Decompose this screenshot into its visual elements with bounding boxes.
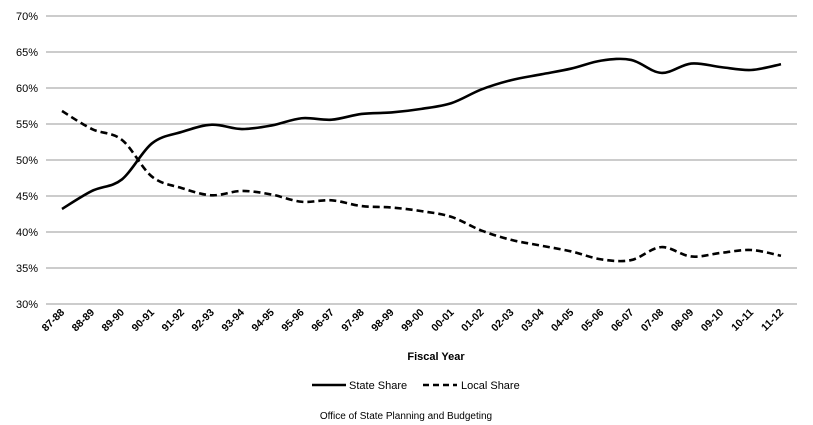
x-tick-label: 94-95	[249, 307, 277, 335]
y-tick-label: 55%	[16, 119, 38, 131]
x-tick-label: 87-88	[40, 307, 68, 335]
x-tick-label: 92-93	[189, 307, 217, 335]
legend-label-state: State Share	[349, 380, 407, 392]
y-tick-label: 70%	[16, 11, 38, 23]
x-tick-label: 04-05	[549, 307, 577, 335]
y-tick-label: 60%	[16, 83, 38, 95]
x-tick-label: 07-08	[639, 307, 667, 335]
y-tick-label: 45%	[16, 191, 38, 203]
x-tick-label: 02-03	[489, 307, 517, 335]
x-tick-label: 00-01	[429, 307, 457, 335]
x-tick-label: 99-00	[399, 307, 427, 335]
x-tick-label: 88-89	[70, 307, 98, 335]
y-tick-label: 35%	[16, 263, 38, 275]
legend: State Share Local Share	[312, 380, 520, 392]
x-tick-label: 01-02	[459, 307, 487, 335]
x-tick-label: 03-04	[519, 307, 547, 335]
x-tick-label: 95-96	[279, 307, 307, 335]
y-tick-label: 40%	[16, 227, 38, 239]
x-tick-label: 06-07	[609, 307, 637, 335]
gridlines	[46, 15, 797, 305]
legend-label-local: Local Share	[461, 380, 520, 392]
x-tick-label: 10-11	[729, 307, 756, 334]
x-tick-label: 91-92	[159, 307, 187, 335]
x-tick-label: 11-12	[759, 307, 786, 334]
x-tick-label: 05-06	[579, 307, 607, 335]
x-axis-ticks: 87-88 88-89 89-90 90-91 91-92 92-93 93-94 94-95…	[40, 307, 787, 335]
x-tick-label: 98-99	[369, 307, 397, 335]
y-tick-label: 65%	[16, 47, 38, 59]
y-axis-ticks: 30% 35% 40% 45% 50% 55% 60% 65% 70%	[16, 11, 38, 311]
x-tick-label: 96-97	[309, 307, 337, 335]
series-line-state-share	[61, 57, 782, 211]
y-tick-label: 30%	[16, 299, 38, 311]
x-tick-label: 08-09	[669, 307, 697, 335]
footer-credit: Office of State Planning and Budgeting	[320, 411, 492, 422]
x-tick-label: 90-91	[130, 307, 158, 335]
series-lines	[61, 57, 782, 263]
x-axis-label: Fiscal Year	[407, 351, 465, 363]
x-tick-label: 09-10	[699, 307, 727, 335]
x-tick-label: 97-98	[339, 307, 367, 335]
x-tick-label: 93-94	[219, 307, 247, 335]
x-tick-label: 89-90	[100, 307, 128, 335]
y-tick-label: 50%	[16, 155, 38, 167]
series-line-local-share	[61, 109, 782, 263]
